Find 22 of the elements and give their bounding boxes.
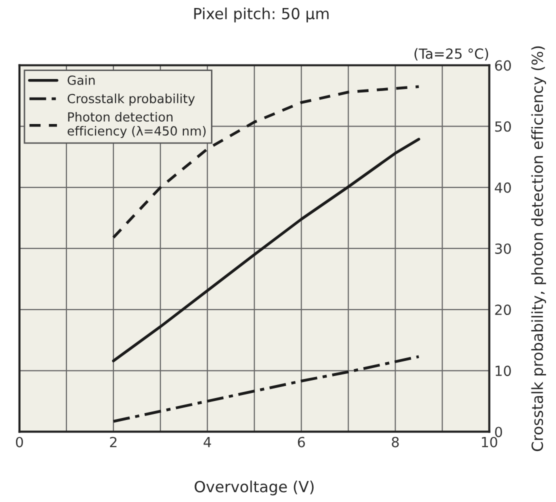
text: (Ta=25 °C) [414,48,488,61]
x-tick-label: 10 [482,436,498,448]
y-tick-label: 20 [495,304,511,316]
x-axis-title: Overvoltage (V) [194,480,314,496]
x-tick-label: 6 [298,436,305,448]
x-tick-label: 0 [16,436,23,448]
y-tick-label: 30 [495,243,511,254]
y-axis-title: Crosstalk probability, photon detection efficiency (%) [531,46,546,452]
y-tick-label: 10 [496,366,511,376]
line-series [112,355,420,423]
y-tick-label: 60 [495,60,511,71]
legend-label: Photon detection efficiency (λ=450 nm) [68,112,206,138]
x-tick-label: 8 [392,436,399,448]
x-tick-label: 2 [110,436,116,448]
y-tick-label: 40 [494,182,511,193]
y-tick-label: 50 [495,121,511,132]
legend-label: Crosstalk probability [68,94,195,106]
chart-title: Pixel pitch: 50 µm [194,8,329,22]
line-series [112,138,420,362]
legend-label: Gain [68,75,95,85]
y-tick-label: 0 [495,426,502,438]
x-tick-label: 4 [204,437,212,448]
